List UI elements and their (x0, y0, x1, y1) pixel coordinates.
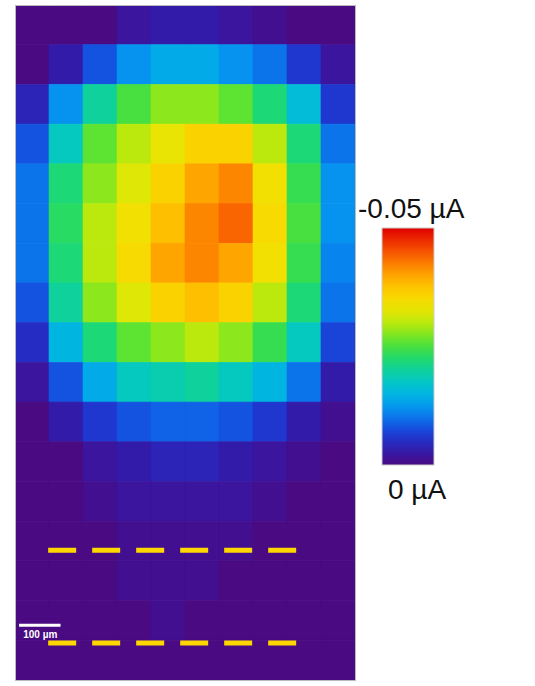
svg-text:100 µm: 100 µm (23, 629, 57, 640)
svg-text:0 µA: 0 µA (388, 474, 446, 505)
svg-text:-0.05 µA: -0.05 µA (358, 193, 465, 224)
